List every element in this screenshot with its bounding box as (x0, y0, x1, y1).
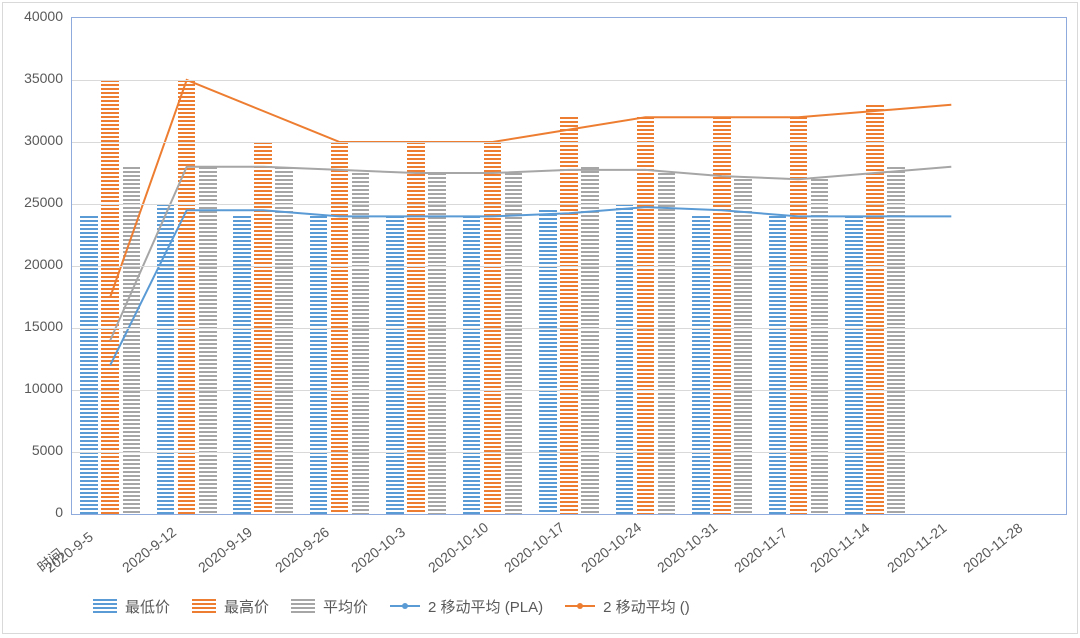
y-tick-label: 30000 (3, 132, 63, 148)
legend-item: 最低价 (93, 596, 170, 617)
x-tick-label: 2020-11-7 (731, 524, 790, 575)
line-line3 (110, 167, 951, 341)
x-tick-label: 2020-10-3 (348, 524, 408, 576)
x-tick-label: 2020-11-14 (807, 520, 872, 576)
y-tick-label: 5000 (3, 442, 63, 458)
x-tick-label: 2020-9-12 (119, 524, 179, 576)
legend-swatch (192, 599, 216, 613)
legend-label: 2 移动平均 (PLA) (428, 596, 543, 617)
x-tick-label: 2020-11-28 (960, 520, 1025, 576)
chart-container: 0 5000 10000 15000 20000 25000 30000 35000 40000… (2, 2, 1078, 634)
legend-item: 最高价 (192, 596, 269, 617)
legend-label: 平均价 (323, 596, 368, 617)
legend-label: 2 移动平均 () (603, 596, 690, 617)
legend-swatch (291, 599, 315, 613)
x-tick-label: 2020-10-10 (425, 519, 491, 576)
legend-item: 2 移动平均 (PLA) (390, 596, 543, 617)
legend: 最低价 最高价 平均价 2 移动平均 (PLA) 2 移动平均 () (93, 591, 1057, 621)
x-tick-label: 2020-10-17 (501, 519, 567, 576)
y-tick-label: 25000 (3, 194, 63, 210)
x-tick-label: 2020-10-24 (578, 519, 644, 576)
plot-area (71, 17, 1067, 515)
y-tick-label: 15000 (3, 318, 63, 334)
legend-swatch (390, 605, 420, 607)
x-tick-label: 2020-9-26 (272, 524, 332, 576)
legend-label: 最低价 (125, 596, 170, 617)
y-tick-label: 35000 (3, 70, 63, 86)
legend-swatch (93, 599, 117, 613)
legend-item: 平均价 (291, 596, 368, 617)
y-tick-label: 40000 (3, 8, 63, 24)
line-2 移动平均 () (110, 80, 951, 297)
y-tick-label: 0 (3, 504, 63, 520)
line-2 移动平均 (PLA) (110, 207, 951, 365)
x-tick-label: 2020-11-21 (884, 520, 949, 576)
legend-swatch (565, 605, 595, 607)
x-tick-label: 2020-10-31 (654, 519, 720, 576)
y-tick-label: 20000 (3, 256, 63, 272)
legend-item: 2 移动平均 () (565, 596, 690, 617)
y-tick-label: 10000 (3, 380, 63, 396)
legend-label: 最高价 (224, 596, 269, 617)
x-axis-labels: 时间2020-9-52020-9-122020-9-192020-9-26202… (71, 519, 1067, 599)
x-tick-label: 2020-9-19 (195, 524, 255, 576)
